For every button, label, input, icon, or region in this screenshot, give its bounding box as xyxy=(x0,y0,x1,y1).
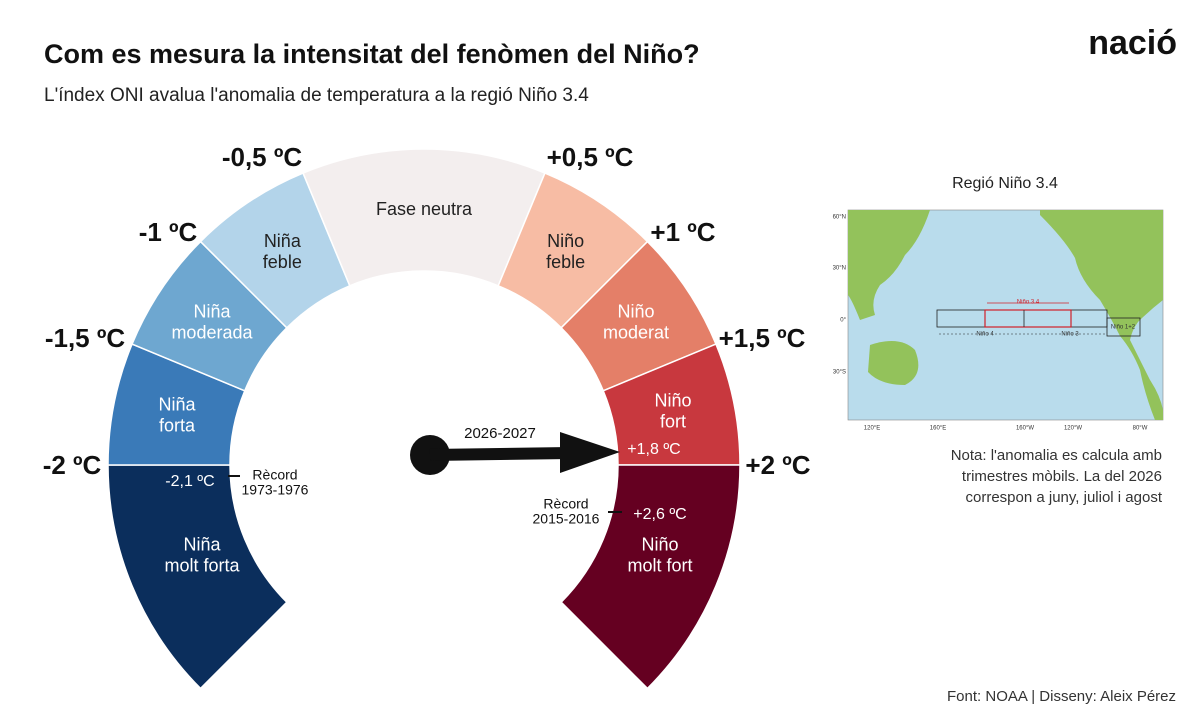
logo: nació xyxy=(1088,24,1177,62)
segment-label: Niña xyxy=(193,302,231,322)
segment-label: Fase neutra xyxy=(376,199,473,219)
record-period: 1973-1976 xyxy=(242,482,309,498)
footer: Font: NOAA | Disseny: Aleix Pérez xyxy=(947,688,1176,705)
record-value: +2,6 ºC xyxy=(633,506,686,523)
threshold: -1 ºC xyxy=(139,217,198,247)
region-label: Niño 3.4 xyxy=(1017,300,1040,306)
lon-label: 120°W xyxy=(1064,426,1082,432)
segment-label: moderada xyxy=(171,323,253,343)
region-label: Niño 1+2 xyxy=(1111,325,1136,331)
threshold: -1,5 ºC xyxy=(45,323,126,353)
threshold: +0,5 ºC xyxy=(547,142,634,172)
note: correspon a juny, juliol i agost xyxy=(966,489,1163,506)
lat-label: 0° xyxy=(840,318,846,324)
segment-label: feble xyxy=(263,252,302,272)
segment-label: forta xyxy=(159,415,196,435)
segment-label: feble xyxy=(546,252,585,272)
lat-label: 60°N xyxy=(833,215,846,221)
note: Nota: l'anomalia es calcula amb xyxy=(951,447,1162,464)
threshold: +2 ºC xyxy=(745,450,810,480)
segment-label: Niña xyxy=(183,534,221,554)
segment-label: Niño xyxy=(547,231,584,251)
threshold: +1,5 ºC xyxy=(719,323,806,353)
map: Niño 3.4 Niño 4 Niño 3 Niño 1+2 60°N 30°… xyxy=(833,209,1164,432)
pointer-period: 2026-2027 xyxy=(464,425,536,442)
subtitle: L'índex ONI avalua l'anomalia de tempera… xyxy=(44,85,589,106)
record-value: -2,1 ºC xyxy=(165,473,214,490)
segment-label: molt forta xyxy=(164,555,240,575)
pointer-value: +1,8 ºC xyxy=(627,441,680,458)
region-label: Niño 4 xyxy=(976,332,994,338)
segment-label: Niña xyxy=(158,394,196,414)
map-title: Regió Niño 3.4 xyxy=(952,175,1058,192)
note: trimestres mòbils. La del 2026 xyxy=(962,468,1162,485)
gauge-segment xyxy=(560,464,741,690)
segment-label: Niño xyxy=(641,534,678,554)
gauge-segment xyxy=(107,464,288,690)
lon-label: 80°W xyxy=(1133,426,1148,432)
record-label: Rècord xyxy=(543,496,588,512)
record-label: Rècord xyxy=(252,467,297,483)
threshold: -2 ºC xyxy=(43,450,102,480)
threshold: -0,5 ºC xyxy=(222,142,303,172)
lon-label: 160°W xyxy=(1016,426,1034,432)
title: Com es mesura la intensitat del fenòmen … xyxy=(44,39,700,69)
pointer-head xyxy=(560,432,620,473)
threshold: +1 ºC xyxy=(650,217,715,247)
segment-label: fort xyxy=(660,411,686,431)
segment-label: Niño xyxy=(618,302,655,322)
record-period: 2015-2016 xyxy=(533,511,600,527)
pointer-shaft xyxy=(429,447,571,461)
segment-label: molt fort xyxy=(627,555,692,575)
segment-label: Niño xyxy=(654,390,691,410)
lon-label: 160°E xyxy=(930,426,946,432)
region-label: Niño 3 xyxy=(1061,332,1079,338)
lat-label: 30°S xyxy=(833,370,846,376)
segment-label: Niña xyxy=(264,231,302,251)
lat-label: 30°N xyxy=(833,266,846,272)
lon-label: 120°E xyxy=(864,426,880,432)
segment-label: moderat xyxy=(603,323,669,343)
